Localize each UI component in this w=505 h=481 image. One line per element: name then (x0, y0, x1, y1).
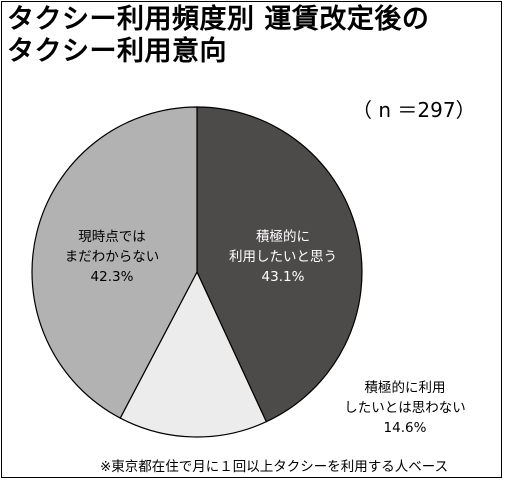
pie-slice-negative (119, 270, 268, 438)
slice-pct-label-undecided: 42.3% (91, 269, 134, 285)
chart-title-line-2: タクシー利用意向 (7, 36, 227, 67)
pie-slice-positive (196, 106, 363, 423)
chart-title: タクシー利用頻度別 運賃改定後の タクシー利用意向 (7, 4, 429, 68)
pie-slices (31, 106, 363, 438)
slice-pct-label-positive: 43.1% (262, 269, 305, 285)
slice-label-negative: したいとは思わない (344, 400, 466, 416)
slice-label-negative: 積極的に利用 (365, 380, 446, 396)
footnote: ※東京都在住で月に１回以上タクシーを利用する人ベース (100, 459, 449, 475)
sample-size-label: （ n ＝297） (352, 98, 476, 122)
pie-slice-undecided (31, 106, 198, 419)
chart-title-line-1: タクシー利用頻度別 運賃改定後の (7, 4, 430, 35)
slice-label-undecided: まだわからない (65, 249, 160, 265)
slice-label-positive: 利用したいと思う (229, 249, 337, 265)
slice-label-positive: 積極的に (256, 229, 310, 245)
slice-label-undecided: 現時点では (78, 229, 146, 245)
slice-pct-label-negative: 14.6% (384, 420, 427, 436)
